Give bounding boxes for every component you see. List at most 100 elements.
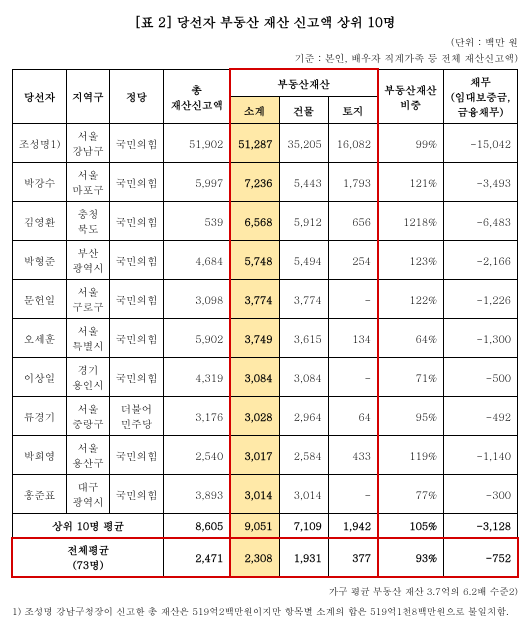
cell-label: 상위 10명 평균 (13, 514, 164, 538)
cell-person: 박강수 (13, 163, 67, 202)
note-1: 1) 조성명 강남구청장이 신고한 총 재산은 519억2백만원이지만 항목별 … (12, 604, 518, 618)
col-region: 지역구 (67, 70, 110, 124)
cell-region: 서울중랑구 (67, 397, 110, 436)
cell-person: 박희영 (13, 436, 67, 475)
cell-total: 3,893 (164, 475, 230, 514)
cell-total: 8,605 (164, 514, 230, 538)
cell-total: 2,540 (164, 436, 230, 475)
cell-debt: -752 (444, 538, 518, 577)
cell-building: 3,084 (279, 358, 328, 397)
cell-party: 더불어민주당 (109, 397, 163, 436)
cell-ratio: 77% (378, 475, 444, 514)
table-body: 조성명1)서울강남구국민의힘51,90251,28735,20516,08299… (13, 124, 518, 577)
cell-subtotal: 2,308 (230, 538, 279, 577)
col-debt: 채무(임대보증금,금융채무) (444, 70, 518, 124)
cell-region: 충청북도 (67, 202, 110, 241)
table-wrapper: 당선자 지역구 정당 총재산신고액 부동산재산 부동산재산비중 채무(임대보증금… (12, 69, 518, 577)
cell-debt: -3,493 (444, 163, 518, 202)
col-person: 당선자 (13, 70, 67, 124)
col-ratio: 부동산재산비중 (378, 70, 444, 124)
cell-building: 2,584 (279, 436, 328, 475)
cell-subtotal: 3,774 (230, 280, 279, 319)
cell-party: 국민의힘 (109, 319, 163, 358)
cell-building: 2,964 (279, 397, 328, 436)
cell-region: 서울마포구 (67, 163, 110, 202)
cell-ratio: 121% (378, 163, 444, 202)
cell-subtotal: 5,748 (230, 241, 279, 280)
cell-ratio: 123% (378, 241, 444, 280)
cell-party: 국민의힘 (109, 436, 163, 475)
cell-region: 대구광역시 (67, 475, 110, 514)
row-all-avg: 전체평균(73명)2,4712,3081,93137793%-752 (13, 538, 518, 577)
cell-land: - (328, 475, 377, 514)
cell-building: 5,912 (279, 202, 328, 241)
cell-person: 류경기 (13, 397, 67, 436)
cell-person: 문헌일 (13, 280, 67, 319)
cell-region: 서울구로구 (67, 280, 110, 319)
cell-ratio: 122% (378, 280, 444, 319)
col-party: 정당 (109, 70, 163, 124)
cell-land: 1,793 (328, 163, 377, 202)
cell-ratio: 105% (378, 514, 444, 538)
cell-debt: -1,140 (444, 436, 518, 475)
cell-debt: -1,300 (444, 319, 518, 358)
cell-debt: -300 (444, 475, 518, 514)
cell-total: 4,319 (164, 358, 230, 397)
cell-building: 1,931 (279, 538, 328, 577)
cell-land: 16,082 (328, 124, 377, 163)
cell-building: 5,494 (279, 241, 328, 280)
cell-party: 국민의힘 (109, 124, 163, 163)
cell-land: - (328, 358, 377, 397)
cell-subtotal: 7,236 (230, 163, 279, 202)
table-row: 박형준부산광역시국민의힘4,6845,7485,494254123%-2,166 (13, 241, 518, 280)
cell-person: 홍준표 (13, 475, 67, 514)
cell-total: 51,902 (164, 124, 230, 163)
cell-ratio: 99% (378, 124, 444, 163)
cell-building: 7,109 (279, 514, 328, 538)
cell-party: 국민의힘 (109, 241, 163, 280)
table-row: 김영환충청북도국민의힘5396,5685,9126561218%-6,483 (13, 202, 518, 241)
cell-person: 이상일 (13, 358, 67, 397)
cell-subtotal: 6,568 (230, 202, 279, 241)
cell-person: 오세훈 (13, 319, 67, 358)
cell-land: 433 (328, 436, 377, 475)
cell-subtotal: 3,014 (230, 475, 279, 514)
cell-debt: -15,042 (444, 124, 518, 163)
cell-subtotal: 51,287 (230, 124, 279, 163)
cell-label: 전체평균(73명) (13, 538, 164, 577)
cell-land: 1,942 (328, 514, 377, 538)
cell-person: 김영환 (13, 202, 67, 241)
cell-land: 254 (328, 241, 377, 280)
cell-building: 3,014 (279, 475, 328, 514)
cell-ratio: 1218% (378, 202, 444, 241)
cell-total: 3,176 (164, 397, 230, 436)
table-row: 박희영서울용산구국민의힘2,5403,0172,584433119%-1,140 (13, 436, 518, 475)
cell-land: - (328, 280, 377, 319)
cell-subtotal: 3,084 (230, 358, 279, 397)
row-top10-avg: 상위 10명 평균8,6059,0517,1091,942105%-3,128 (13, 514, 518, 538)
col-total: 총재산신고액 (164, 70, 230, 124)
cell-debt: -3,128 (444, 514, 518, 538)
basis-label: 기준 : 본인, 배우자 직계가족 등 전체 재산신고액) (12, 51, 518, 65)
main-table: 당선자 지역구 정당 총재산신고액 부동산재산 부동산재산비중 채무(임대보증금… (12, 69, 518, 577)
cell-region: 서울강남구 (67, 124, 110, 163)
cell-subtotal: 3,028 (230, 397, 279, 436)
col-subtotal: 소계 (230, 97, 279, 124)
cell-region: 경기용인시 (67, 358, 110, 397)
cell-land: 64 (328, 397, 377, 436)
table-row: 이상일경기용인시국민의힘4,3193,0843,084-71%-500 (13, 358, 518, 397)
cell-land: 134 (328, 319, 377, 358)
cell-person: 박형준 (13, 241, 67, 280)
cell-ratio: 93% (378, 538, 444, 577)
cell-person: 조성명1) (13, 124, 67, 163)
cell-subtotal: 9,051 (230, 514, 279, 538)
cell-ratio: 71% (378, 358, 444, 397)
col-land: 토지 (328, 97, 377, 124)
table-row: 류경기서울중랑구더불어민주당3,1763,0282,9646495%-492 (13, 397, 518, 436)
table-row: 박강수서울마포구국민의힘5,9977,2365,4431,793121%-3,4… (13, 163, 518, 202)
table-title: [표 2] 당선자 부동산 재산 신고액 상위 10명 (12, 12, 518, 31)
cell-ratio: 95% (378, 397, 444, 436)
table-row: 오세훈서울특별시국민의힘5,9023,7493,61513464%-1,300 (13, 319, 518, 358)
unit-label: (단위 : 백만 원 (12, 35, 518, 49)
table-row: 조성명1)서울강남구국민의힘51,90251,28735,20516,08299… (13, 124, 518, 163)
